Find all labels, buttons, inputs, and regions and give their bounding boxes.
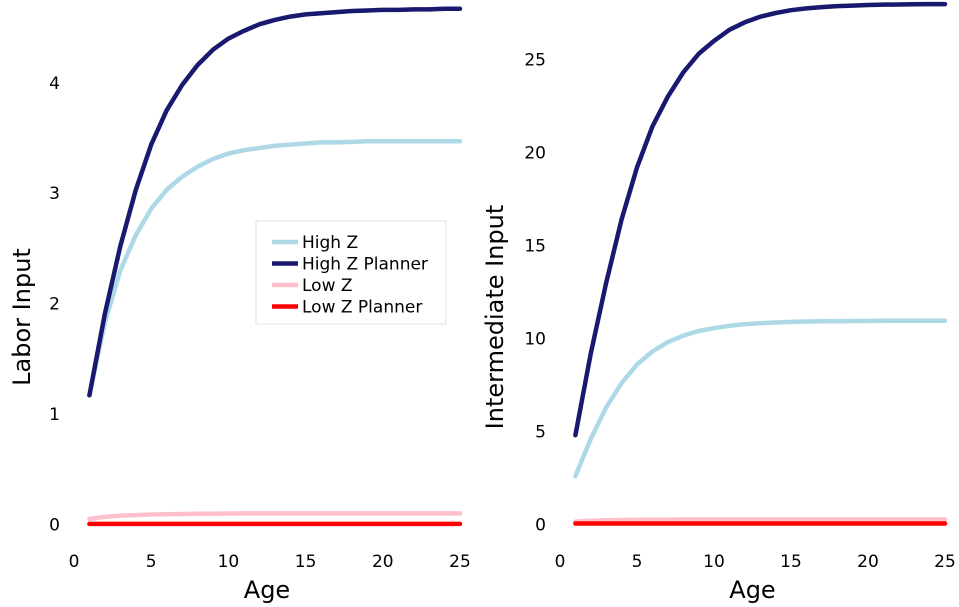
x-axis-label: Age <box>244 576 290 604</box>
y-tick-label: 15 <box>524 236 546 256</box>
x-tick-label: 5 <box>632 552 643 572</box>
y-tick-label: 1 <box>49 405 60 425</box>
x-tick-label: 15 <box>780 552 802 572</box>
y-tick-label: 10 <box>524 329 546 349</box>
x-tick-label: 0 <box>69 552 80 572</box>
y-tick-label: 25 <box>524 51 546 71</box>
x-tick-label: 15 <box>295 552 317 572</box>
y-tick-label: 3 <box>49 184 60 204</box>
legend-entry: Low Z <box>302 276 353 296</box>
x-tick-label: 20 <box>857 552 879 572</box>
legend-entry: Low Z Planner <box>302 298 422 318</box>
y-tick-label: 0 <box>535 515 546 535</box>
y-tick-label: 20 <box>524 143 546 163</box>
y-tick-label: 0 <box>49 515 60 535</box>
y-axis-label: Labor Input <box>8 248 36 386</box>
series-line-high-z <box>573 318 948 479</box>
x-tick-label: 5 <box>146 552 157 572</box>
labor-input-panel: 0 5 10 15 20 25 0 1 2 3 4 Age Labor Input High ZHigh … <box>8 6 471 604</box>
y-tick-label: 4 <box>49 74 60 94</box>
x-axis-label: Age <box>729 576 775 604</box>
y-tick-label: 5 <box>535 422 546 442</box>
legend-box <box>255 220 447 325</box>
series-line-high-z <box>87 139 463 398</box>
x-tick-label: 0 <box>555 552 566 572</box>
series-line-high-z-planner <box>573 1 948 438</box>
series-line-low-z <box>573 517 948 524</box>
series-line-high-z-planner <box>87 6 463 398</box>
x-tick-label: 10 <box>218 552 240 572</box>
legend-entry: High Z Planner <box>302 255 428 275</box>
y-tick-label: 2 <box>49 295 60 315</box>
legend-entry: High Z <box>302 233 358 253</box>
x-tick-label: 25 <box>934 552 956 572</box>
x-tick-label: 10 <box>703 552 725 572</box>
intermediate-input-panel: 0 5 10 15 20 25 0 5 10 15 20 25 Age Intermediate Inpu… <box>481 1 956 604</box>
y-axis-label: Intermediate Input <box>481 205 509 430</box>
x-tick-label: 20 <box>372 552 394 572</box>
series-line-low-z <box>87 511 463 522</box>
x-tick-label: 25 <box>449 552 471 572</box>
